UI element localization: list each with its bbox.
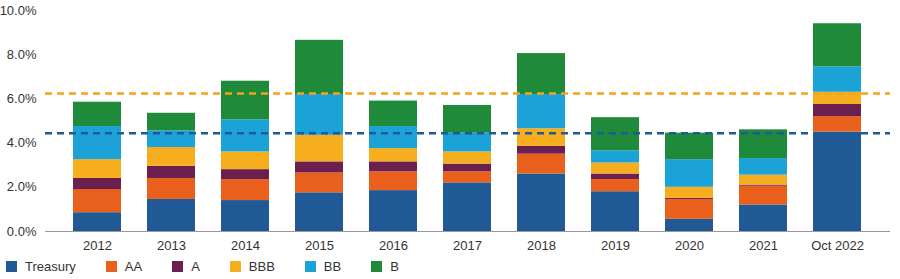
svg-text:6.0%: 6.0% bbox=[7, 91, 37, 106]
svg-text:2012: 2012 bbox=[83, 238, 112, 253]
html-text:BBB: BBB bbox=[248, 258, 275, 274]
svg-text:2015: 2015 bbox=[305, 238, 334, 253]
svg-text:10.0%: 10.0% bbox=[0, 3, 37, 18]
svg-text:2013: 2013 bbox=[157, 238, 186, 253]
svg-text:8.0%: 8.0% bbox=[7, 47, 37, 62]
html-text:BB: BB bbox=[323, 258, 342, 274]
svg-text:2016: 2016 bbox=[379, 238, 408, 253]
svg-text:2021: 2021 bbox=[749, 238, 778, 253]
svg-text:2018: 2018 bbox=[527, 238, 556, 253]
svg-text:2019: 2019 bbox=[601, 238, 630, 253]
svg-text:2020: 2020 bbox=[675, 238, 704, 253]
svg-text:2014: 2014 bbox=[231, 238, 260, 253]
svg-text:4.0%: 4.0% bbox=[7, 135, 37, 150]
html-text:Treasury: Treasury bbox=[25, 258, 76, 274]
svg-text:0.0%: 0.0% bbox=[7, 224, 37, 239]
svg-text:2017: 2017 bbox=[453, 238, 482, 253]
svg-text:2.0%: 2.0% bbox=[7, 179, 37, 194]
html-text:A: A bbox=[191, 258, 200, 274]
html-text:B: B bbox=[390, 258, 399, 274]
html-text:AA: AA bbox=[124, 258, 143, 274]
svg-text:Oct 2022: Oct 2022 bbox=[811, 238, 864, 253]
